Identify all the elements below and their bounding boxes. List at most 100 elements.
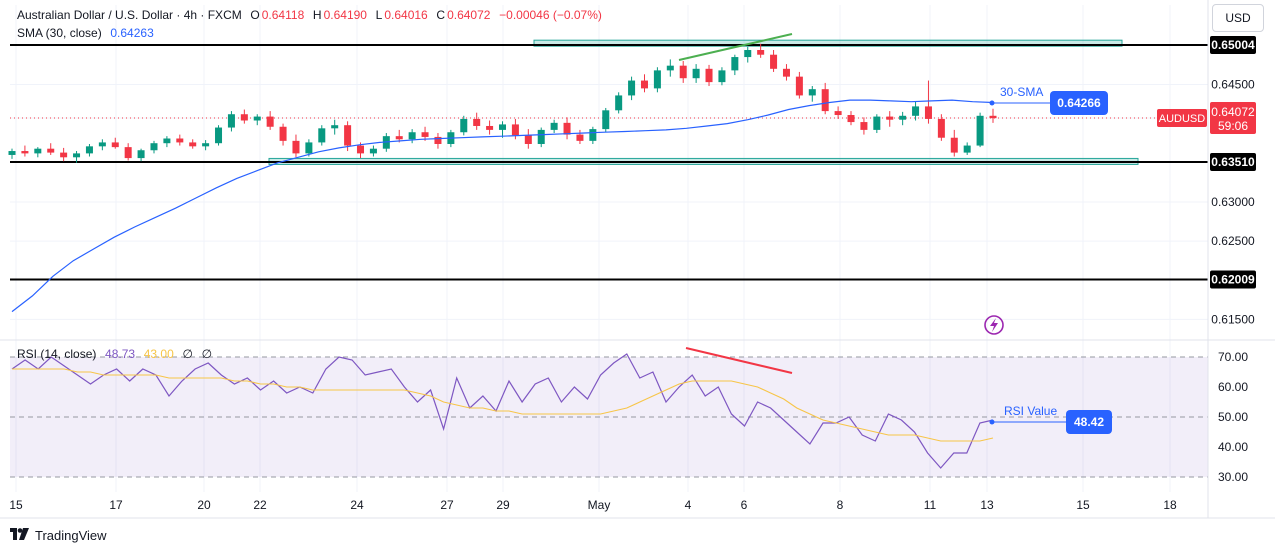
change-value: −0.00046 (−0.07%) [499, 8, 602, 22]
rsi-extra-1: ∅ [182, 347, 193, 361]
candle-body [473, 118, 481, 126]
rsi-tick-label: 50.00 [1218, 410, 1248, 424]
rsi-ma-value: 43.00 [143, 347, 174, 361]
zone-0 [533, 39, 1123, 47]
rsi-callout-text: RSI Value [1004, 404, 1057, 418]
candle-body [731, 57, 739, 71]
bearish-divergence-price-line [678, 33, 793, 61]
axes [0, 0, 1275, 519]
sma-30-path [11, 99, 994, 313]
last-price-tag-text: 0.64072 [1211, 105, 1255, 119]
brand[interactable]: TradingView [10, 528, 107, 543]
candle-body [73, 153, 81, 158]
symbol-title[interactable]: Australian Dollar / U.S. Dollar · 4h · F… [17, 8, 242, 22]
candle-body [357, 145, 365, 154]
tradingview-logo-icon [10, 528, 30, 543]
time-tick-label: 4 [685, 498, 692, 512]
sma-30-line [11, 99, 994, 313]
candle-body [963, 145, 971, 153]
time-tick-label: 11 [924, 498, 937, 512]
candle-body [240, 114, 248, 121]
time-tick-label: 29 [496, 498, 510, 512]
currency-unit-button[interactable]: USD [1212, 4, 1264, 32]
sma-callout-dot [989, 100, 995, 106]
candle-body [821, 89, 829, 112]
candle-body [408, 132, 416, 140]
candle-body [111, 142, 119, 148]
candle-body [899, 115, 907, 120]
time-tick-label: 8 [837, 498, 844, 512]
candle-body [912, 106, 920, 116]
candle-body [550, 122, 558, 130]
level-tag-text: 0.63510 [1211, 155, 1255, 169]
candle-body [873, 116, 881, 130]
horizontal-levels [10, 44, 1208, 281]
candle-body [705, 68, 713, 83]
candle-body [21, 151, 29, 154]
time-tick-label: 18 [1163, 498, 1177, 512]
candle-body [150, 143, 158, 151]
rsi-tick-label: 60.00 [1218, 380, 1248, 394]
low-value: 0.64016 [384, 8, 428, 22]
sma-callout-text: 30-SMA [1000, 85, 1043, 99]
candle-body [369, 148, 377, 154]
symbol-tag [1157, 108, 1207, 127]
candle-body [937, 118, 945, 138]
candle-body [305, 142, 313, 154]
time-tick-label: May [588, 498, 611, 512]
candle-body [85, 146, 93, 154]
price-tick-label: 0.64500 [1211, 77, 1255, 91]
symbol-tag-text: AUDUSD [1159, 113, 1206, 125]
candle-body [124, 147, 132, 159]
candle-body [744, 50, 752, 58]
level-tag [1210, 153, 1256, 171]
rsi-ma-line [12, 368, 994, 442]
rsi-tick-label: 40.00 [1218, 440, 1248, 454]
rsi-value-tag [1066, 410, 1112, 434]
candle-body [8, 151, 16, 155]
time-tick-label: 15 [9, 498, 23, 512]
candle-body [524, 135, 532, 144]
candle-body [176, 138, 184, 143]
rsi-pane-background [0, 339, 1275, 478]
candle-body [34, 148, 42, 154]
candle-body [950, 137, 958, 153]
time-tick-label: 24 [350, 498, 364, 512]
candle-body [563, 122, 571, 135]
sma-label[interactable]: SMA (30, close) [17, 26, 102, 40]
close-value: 0.64072 [447, 8, 491, 22]
lightning-icon[interactable] [984, 315, 1004, 335]
candle-body [576, 134, 584, 141]
candle-body [163, 138, 171, 144]
candle-body [628, 80, 636, 96]
candle-body [782, 68, 790, 77]
candle-body [653, 70, 661, 89]
candle-body [989, 115, 997, 119]
candle-body [292, 140, 300, 154]
candle-body [47, 148, 55, 153]
time-tick-label: 20 [197, 498, 211, 512]
candle-body [421, 132, 429, 137]
sma-value: 0.64263 [110, 26, 154, 40]
divergence-drawings: 30-SMA 0.64266 RSI Value 48.42 [678, 33, 1112, 434]
candle-body [460, 118, 468, 133]
candle-body [640, 80, 648, 89]
candle-body [976, 115, 984, 146]
candle-body [434, 136, 442, 144]
candle-body [860, 122, 868, 130]
candle-body [602, 110, 610, 130]
rsi-tick-label: 70.00 [1218, 350, 1248, 364]
rsi-label[interactable]: RSI (14, close) [17, 347, 97, 361]
candle-body [215, 127, 223, 144]
time-tick-label: 22 [253, 498, 267, 512]
price-candles [8, 43, 997, 163]
candle-body [615, 95, 623, 111]
candle-body [486, 125, 494, 130]
candle-body [886, 116, 894, 120]
time-tick-label: 17 [109, 498, 123, 512]
last-price-tag [1210, 101, 1256, 134]
price-grid [10, 5, 1208, 492]
candle-body [666, 65, 674, 71]
